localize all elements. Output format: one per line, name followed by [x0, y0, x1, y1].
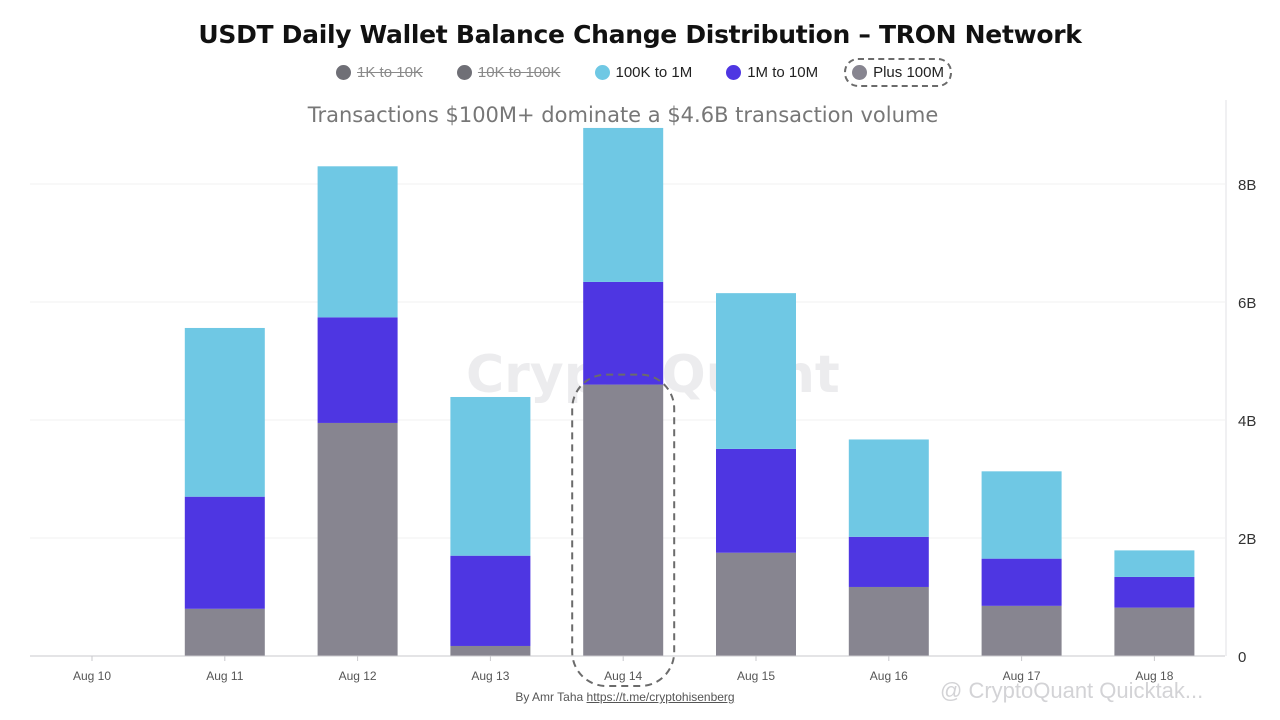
x-tick-label: Aug 15 — [737, 669, 775, 683]
chart-subtitle: Transactions $100M+ dominate a $4.6B tra… — [307, 103, 939, 127]
y-tick-label: 0 — [1238, 649, 1246, 666]
bar-segment-1m-to-10m[interactable] — [184, 496, 265, 609]
bar-segment-plus-100m[interactable] — [583, 384, 664, 656]
bar-segment-1m-to-10m[interactable] — [450, 555, 531, 646]
x-tick-label: Aug 18 — [1135, 669, 1173, 683]
bar-segment-100k-to-1m[interactable] — [450, 396, 531, 556]
bar-segment-plus-100m[interactable] — [848, 586, 929, 656]
highlight-annotation — [571, 373, 676, 687]
bar-segment-1m-to-10m[interactable] — [981, 558, 1062, 606]
legend-label: Plus 100M — [873, 64, 944, 81]
footer-link[interactable]: https://t.me/cryptohisenberg — [586, 690, 735, 704]
y-tick-label: 6B — [1238, 295, 1256, 312]
bar-segment-100k-to-1m[interactable] — [583, 127, 664, 282]
bar-segment-plus-100m[interactable] — [317, 422, 398, 656]
x-tick-label: Aug 12 — [339, 669, 377, 683]
legend-label: 100K to 1M — [615, 64, 693, 81]
footer-credit: By Amr Taha https://t.me/cryptohisenberg — [0, 690, 1250, 704]
bar-segment-plus-100m[interactable] — [716, 552, 796, 656]
bar-segment-plus-100m[interactable] — [184, 608, 265, 656]
x-tick-label: Aug 10 — [73, 669, 111, 683]
bar-segment-100k-to-1m[interactable] — [716, 293, 796, 449]
legend-dot — [594, 65, 610, 80]
bar-segment-100k-to-1m[interactable] — [848, 439, 929, 537]
bar-segment-plus-100m[interactable] — [981, 605, 1062, 656]
corner-watermark: @ CryptoQuant Quicktak... — [940, 678, 1204, 703]
bar-segment-100k-to-1m[interactable] — [184, 327, 265, 497]
chart-title: USDT Daily Wallet Balance Change Distrib… — [198, 20, 1082, 49]
x-tick-label: Aug 11 — [206, 669, 243, 683]
y-tick-label: 8B — [1238, 177, 1256, 194]
legend-label: 1K to 10K — [357, 64, 423, 81]
legend-dot — [336, 65, 352, 80]
bar-segment-1m-to-10m[interactable] — [848, 536, 929, 587]
legend-item-10k-100k[interactable]: 10K to 100K — [449, 58, 569, 87]
x-tick-label: Aug 13 — [471, 669, 509, 683]
legend-dot — [852, 65, 868, 80]
legend-label: 10K to 100K — [477, 64, 561, 81]
bar-segment-100k-to-1m[interactable] — [981, 471, 1062, 559]
bar-segment-1m-to-10m[interactable] — [716, 448, 796, 553]
x-tick-label: Aug 16 — [870, 669, 908, 683]
y-tick-label: 4B — [1238, 413, 1256, 430]
legend-item-plus-100m[interactable]: Plus 100M — [844, 58, 952, 87]
legend-item-1m-10m[interactable]: 1M to 10M — [718, 58, 826, 87]
footer-author: By Amr Taha — [515, 690, 584, 704]
legend-item-100k-1m[interactable]: 100K to 1M — [587, 58, 701, 87]
axis-layer: 0 2B 4B 6B 8B Aug 10 Aug 11 Aug 12 Aug 13 Aug 14 A… — [30, 100, 1256, 687]
bar-segment-100k-to-1m[interactable] — [317, 166, 398, 318]
bars-layer — [184, 127, 1195, 656]
legend-label: 1M to 10M — [747, 64, 819, 81]
bar-segment-1m-to-10m[interactable] — [1114, 576, 1195, 608]
legend: 1K to 10K 10K to 100K 100K to 1M 1M to 1… — [0, 58, 1280, 87]
bar-segment-plus-100m[interactable] — [1114, 607, 1195, 656]
bar-segment-plus-100m[interactable] — [450, 645, 531, 656]
bar-segment-1m-to-10m[interactable] — [583, 281, 664, 385]
legend-dot — [456, 65, 472, 80]
x-tick-label: Aug 17 — [1003, 669, 1041, 683]
legend-dot — [726, 65, 742, 80]
legend-item-1k-10k[interactable]: 1K to 10K — [328, 58, 431, 87]
x-tick-label: Aug 14 — [604, 669, 642, 683]
y-tick-label: 2B — [1238, 531, 1256, 548]
bar-segment-100k-to-1m[interactable] — [1114, 550, 1195, 577]
bar-segment-1m-to-10m[interactable] — [317, 317, 398, 423]
